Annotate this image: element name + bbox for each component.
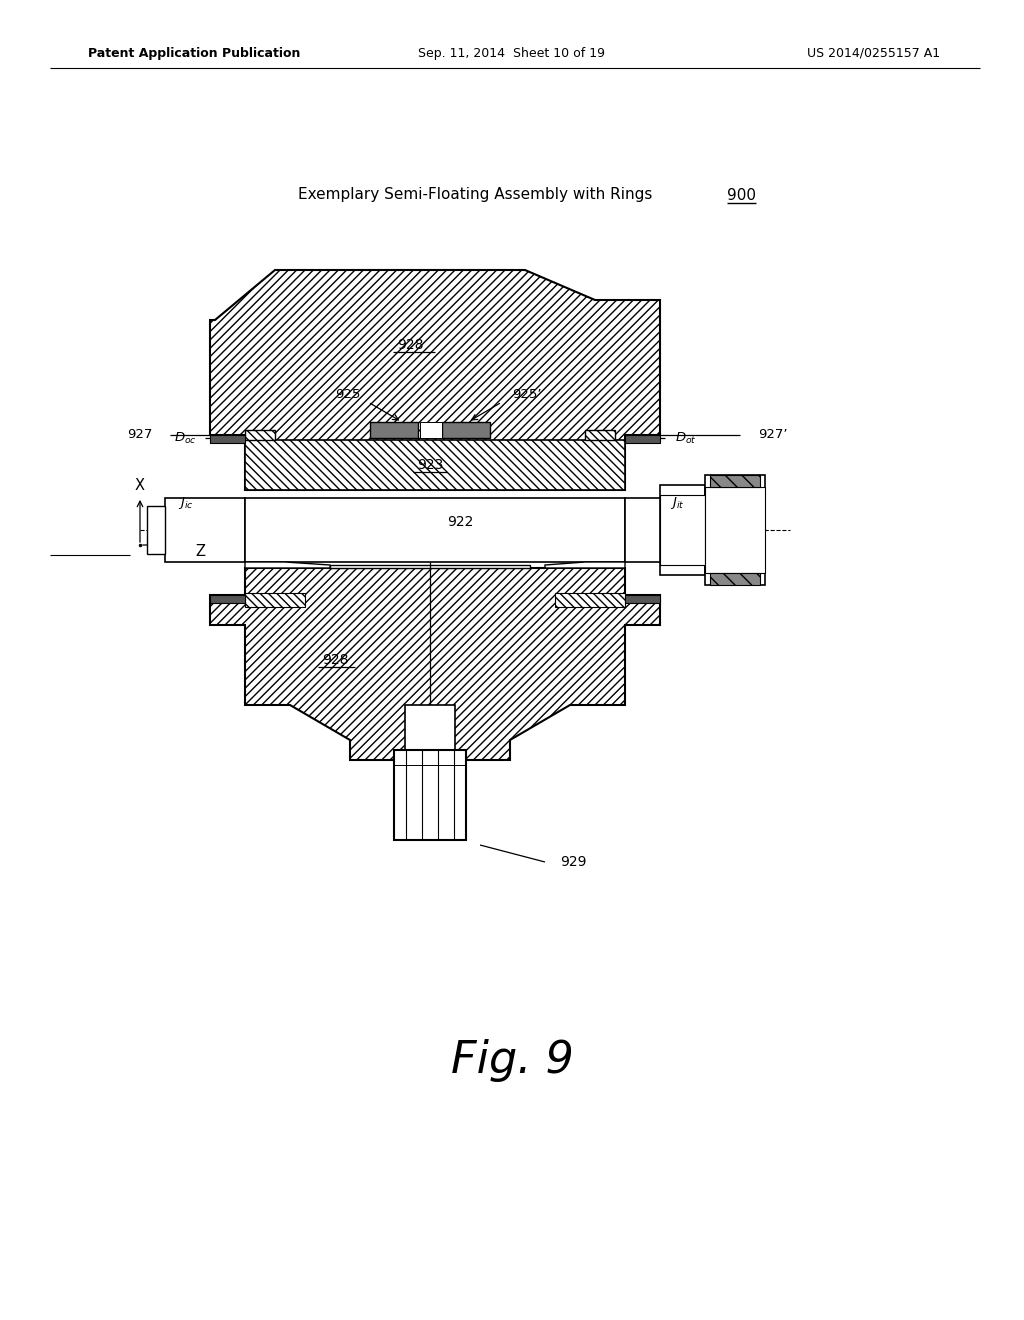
Text: $J_{it}$: $J_{it}$ [670, 495, 685, 511]
Text: Fig. 9: Fig. 9 [451, 1039, 573, 1081]
Bar [625, 436, 660, 444]
Text: 922: 922 [446, 515, 473, 529]
Bar [625, 498, 705, 562]
Text: Sep. 11, 2014  Sheet 10 of 19: Sep. 11, 2014 Sheet 10 of 19 [419, 46, 605, 59]
Text: $D_{ot}$: $D_{ot}$ [675, 430, 696, 446]
Bar [555, 593, 625, 607]
Bar [660, 495, 705, 565]
Text: 925: 925 [335, 388, 360, 401]
Bar [420, 422, 442, 438]
Text: 900: 900 [727, 187, 756, 202]
Text: X: X [135, 478, 145, 492]
Bar [625, 595, 660, 603]
Polygon shape [245, 562, 330, 568]
Text: 928: 928 [322, 653, 348, 667]
Text: 927: 927 [127, 429, 152, 441]
Bar [710, 475, 760, 487]
Bar [147, 506, 165, 554]
Text: 927’: 927’ [758, 429, 787, 441]
Bar [245, 440, 625, 490]
Text: $D_{oc}$: $D_{oc}$ [174, 430, 197, 446]
Bar [394, 750, 466, 840]
Bar [406, 705, 455, 750]
Bar [442, 422, 490, 438]
Bar [210, 436, 245, 444]
Polygon shape [210, 568, 660, 760]
Bar [245, 498, 625, 562]
Bar [585, 430, 615, 440]
Text: 923: 923 [417, 458, 443, 473]
Bar [210, 595, 245, 603]
Text: 925’: 925’ [512, 388, 542, 401]
Text: US 2014/0255157 A1: US 2014/0255157 A1 [807, 46, 940, 59]
Bar [330, 565, 530, 568]
Text: Patent Application Publication: Patent Application Publication [88, 46, 300, 59]
Text: $J_{ic}$: $J_{ic}$ [178, 495, 194, 511]
Bar [660, 484, 705, 576]
Bar [245, 430, 275, 440]
Text: 928: 928 [396, 338, 423, 352]
Text: Exemplary Semi-Floating Assembly with Rings: Exemplary Semi-Floating Assembly with Ri… [298, 187, 657, 202]
Bar [705, 475, 765, 585]
Bar [245, 593, 305, 607]
Polygon shape [210, 271, 660, 490]
Bar [710, 573, 760, 585]
Text: 929: 929 [560, 855, 587, 869]
Bar [165, 498, 245, 562]
Text: Z: Z [195, 544, 205, 558]
Polygon shape [545, 562, 625, 568]
Bar [370, 422, 418, 438]
Bar [705, 487, 765, 573]
